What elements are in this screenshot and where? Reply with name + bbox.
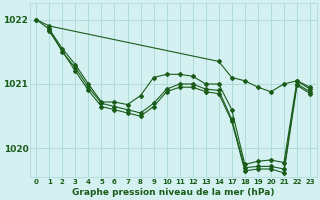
X-axis label: Graphe pression niveau de la mer (hPa): Graphe pression niveau de la mer (hPa)	[72, 188, 274, 197]
